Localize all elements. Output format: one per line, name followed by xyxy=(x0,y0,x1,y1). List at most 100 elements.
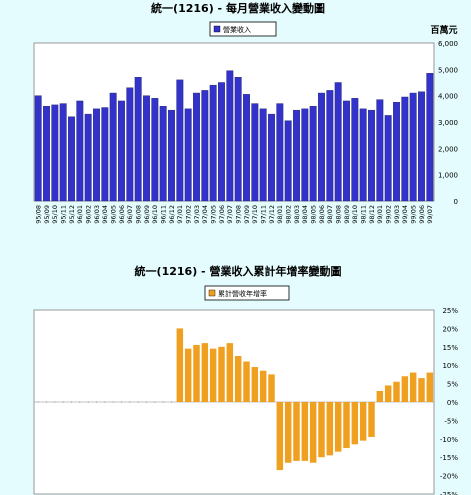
y-tick-label: -25% xyxy=(440,491,458,495)
bar xyxy=(234,356,242,402)
bar xyxy=(326,90,334,202)
bar xyxy=(368,402,375,437)
bar xyxy=(59,103,67,202)
bar xyxy=(309,105,317,202)
bar xyxy=(301,108,309,202)
x-tick-label: 98/02 xyxy=(284,205,292,224)
x-tick-label: 99/05 xyxy=(409,205,417,224)
bar xyxy=(226,343,234,402)
bar xyxy=(393,381,400,402)
unit-label: 百萬元 xyxy=(430,24,457,36)
y-tick-label: 3,000 xyxy=(438,119,458,127)
bar xyxy=(343,402,350,448)
bar xyxy=(134,77,142,202)
y-tick-label: 25% xyxy=(442,307,458,315)
bar xyxy=(201,343,209,402)
bar xyxy=(201,90,209,202)
bar xyxy=(143,95,150,202)
bar xyxy=(426,372,434,402)
bar xyxy=(243,94,250,202)
x-axis-ticks: 95/08 95/09 95/10 95/11 95/12 96/01 96/02 96/03… xyxy=(34,205,434,224)
bar-series xyxy=(34,328,434,471)
y-tick-label: -20% xyxy=(440,473,458,481)
bar xyxy=(268,113,275,202)
legend-swatch xyxy=(213,25,221,33)
x-tick-label: 97/04 xyxy=(201,205,209,224)
x-tick-label: 97/07 xyxy=(226,205,234,224)
x-tick-label: 96/06 xyxy=(118,205,126,224)
bar xyxy=(409,372,417,402)
y-tick-label: 0% xyxy=(447,399,458,407)
x-tick-label: 96/07 xyxy=(126,205,134,224)
x-tick-label: 99/07 xyxy=(426,205,434,224)
bar-series xyxy=(34,70,434,202)
bar xyxy=(326,402,334,456)
bar xyxy=(409,92,417,202)
bar xyxy=(159,105,167,202)
x-tick-label: 96/08 xyxy=(134,205,142,224)
bar xyxy=(334,402,342,452)
bar xyxy=(418,91,425,202)
x-tick-label: 98/04 xyxy=(301,205,309,224)
bar xyxy=(51,104,59,202)
bar xyxy=(234,77,242,202)
x-tick-label: 98/07 xyxy=(326,205,334,224)
bar xyxy=(84,113,92,202)
x-tick-label: 95/11 xyxy=(59,205,67,224)
bar xyxy=(176,328,184,402)
bar xyxy=(34,95,42,202)
legend-label: 營業收入 xyxy=(223,25,251,34)
bar xyxy=(401,376,409,402)
y-tick-label: 5% xyxy=(447,381,458,389)
bar xyxy=(284,120,292,202)
bar xyxy=(284,402,292,463)
bar xyxy=(184,348,192,402)
x-tick-label: 96/01 xyxy=(76,205,84,224)
legend-box xyxy=(204,285,290,301)
x-tick-label: 99/04 xyxy=(401,205,409,224)
bar xyxy=(218,82,225,202)
x-tick-label: 99/03 xyxy=(393,205,401,224)
x-tick-label: 96/02 xyxy=(84,205,92,224)
bar xyxy=(259,108,267,202)
bar xyxy=(43,105,50,202)
bar xyxy=(276,103,284,202)
chart-title: 統一(1216) - 每月營業收入變動圖 xyxy=(151,1,325,15)
monthly-revenue-chart: 統一(1216) - 每月營業收入變動圖 百萬元 營業收入 6,000 5,000… xyxy=(33,1,458,224)
bar xyxy=(268,374,275,402)
x-tick-label: 96/04 xyxy=(101,205,109,224)
x-tick-label: 95/12 xyxy=(68,205,76,224)
x-tick-label: 96/09 xyxy=(143,205,151,224)
x-tick-label: 97/11 xyxy=(259,205,267,224)
bar xyxy=(218,346,225,402)
y-tick-label: 15% xyxy=(442,344,458,352)
bar xyxy=(209,84,217,202)
bar xyxy=(376,390,384,402)
bar xyxy=(376,99,384,202)
bar xyxy=(151,98,159,202)
x-tick-label: 99/02 xyxy=(384,205,392,224)
bar xyxy=(359,108,367,202)
x-tick-label: 98/01 xyxy=(276,205,284,224)
x-tick-label: 98/10 xyxy=(351,205,359,224)
bar xyxy=(101,107,109,202)
y-tick-label: 1,000 xyxy=(438,172,458,180)
y-axis-ticks: 6,000 5,000 4,000 3,000 2,000 1,000 0 xyxy=(438,40,458,206)
x-tick-label: 97/08 xyxy=(234,205,242,224)
bar xyxy=(401,96,409,202)
x-tick-label: 97/05 xyxy=(209,205,217,224)
bar xyxy=(293,109,300,202)
bar xyxy=(318,92,325,202)
chart-title: 統一(1216) - 營業收入累計年增率變動圖 xyxy=(135,264,342,278)
bar xyxy=(276,402,284,471)
x-tick-label: 98/12 xyxy=(368,205,376,224)
x-tick-label: 97/12 xyxy=(268,205,276,224)
x-tick-label: 95/09 xyxy=(43,205,51,224)
bar xyxy=(184,108,192,202)
bar xyxy=(176,79,184,202)
x-tick-label: 96/12 xyxy=(168,205,176,224)
x-tick-label: 98/11 xyxy=(359,205,367,224)
x-tick-label: 98/06 xyxy=(318,205,326,224)
x-tick-label: 97/09 xyxy=(243,205,251,224)
x-tick-label: 98/09 xyxy=(343,205,351,224)
